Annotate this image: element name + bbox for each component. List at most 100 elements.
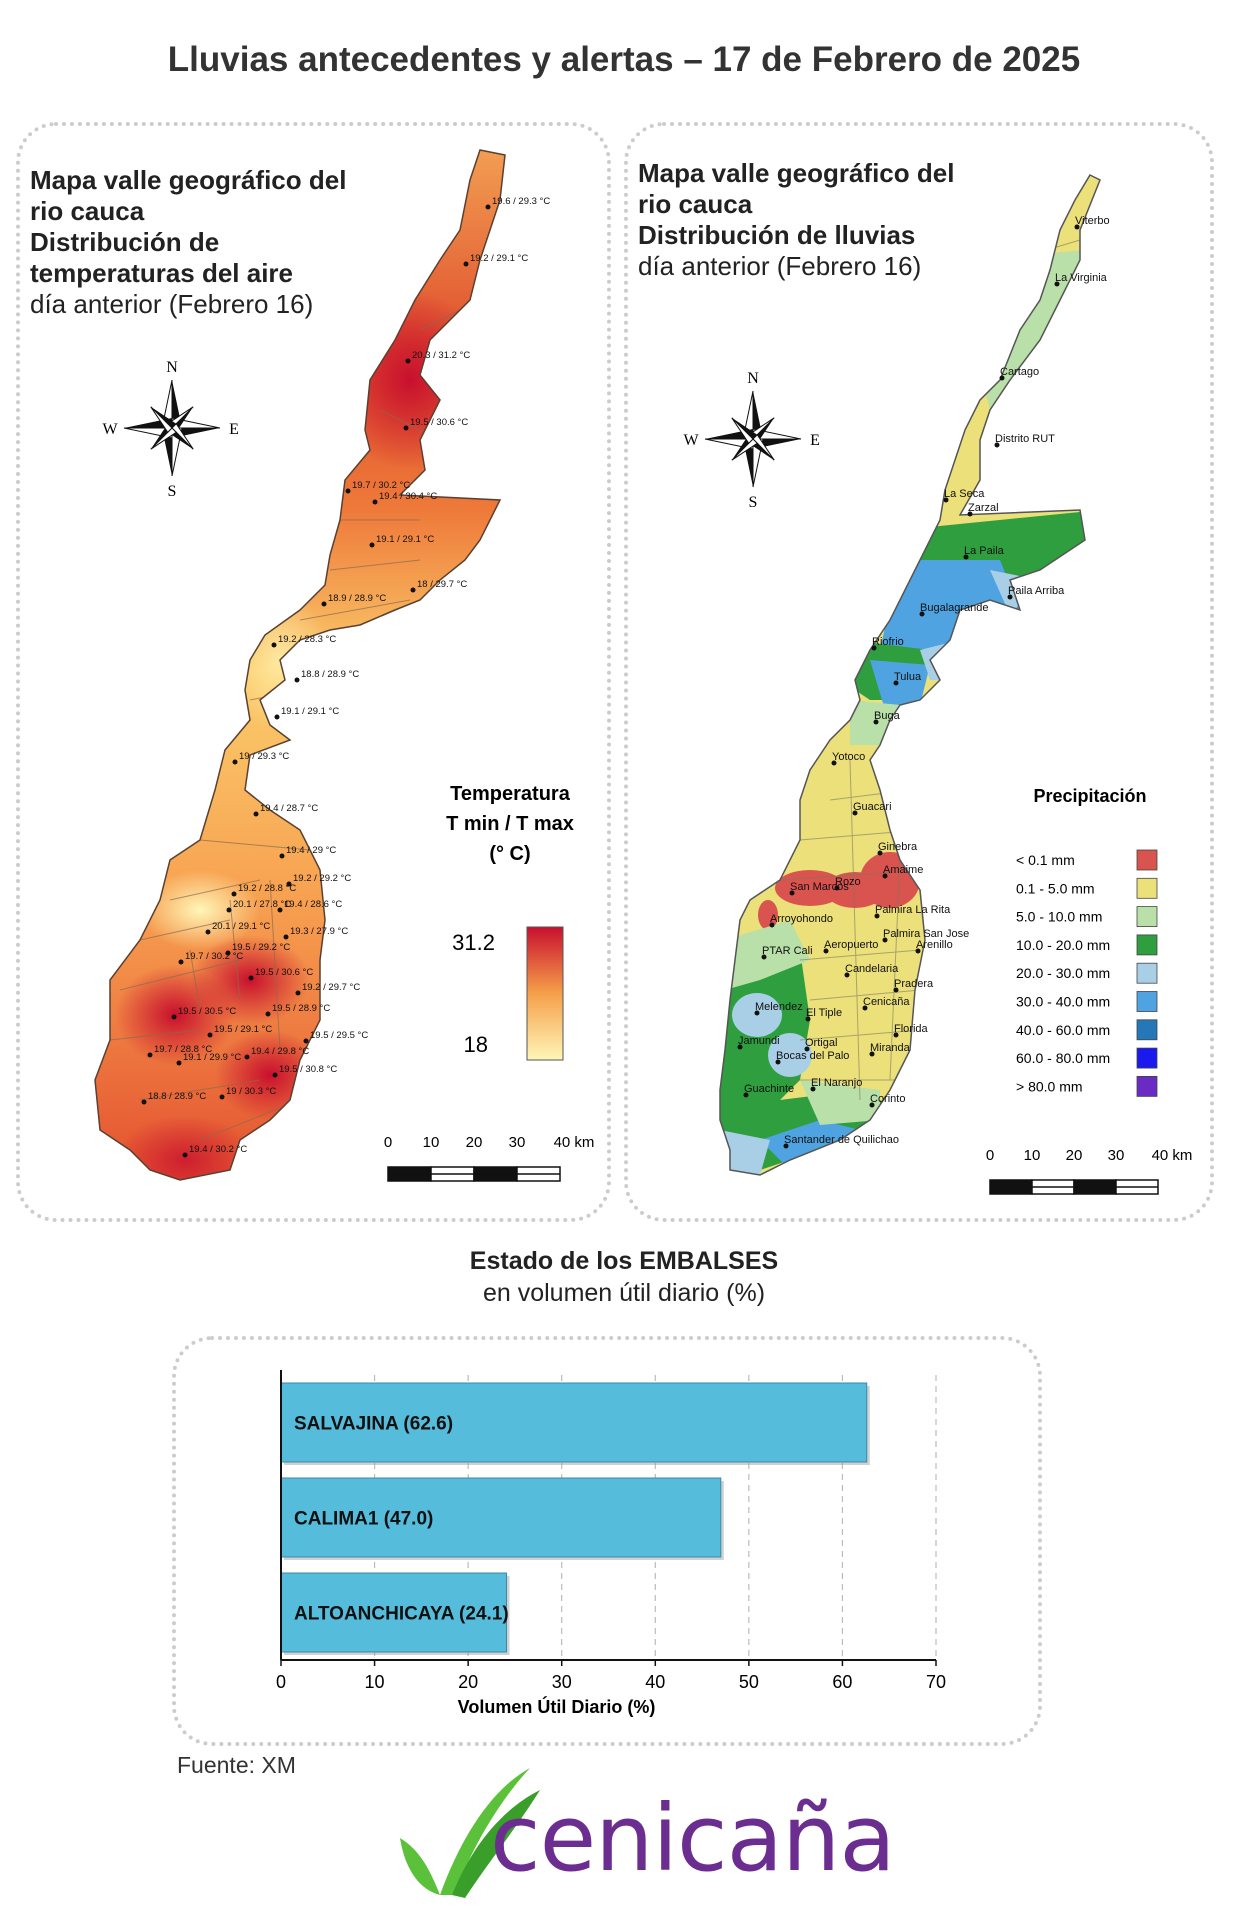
cenicana-leaf-icon: [400, 1768, 540, 1898]
rain-legend-title: Precipitación: [1033, 786, 1146, 806]
rain-legend-label: < 0.1 mm: [1016, 852, 1075, 868]
compass-e: E: [810, 432, 820, 449]
station-label: 19.4 / 30.2 °C: [189, 1144, 247, 1155]
temp-legend-line-3: (° C): [489, 843, 530, 865]
rain-legend-swatch: [1136, 1047, 1158, 1069]
scale-tick: 20: [466, 1134, 483, 1151]
station-dot: [919, 611, 925, 617]
station-label: 19 / 30.3 °C: [226, 1086, 276, 1097]
scale-bar-temperature: 0 10 20 30 40 km: [384, 1134, 594, 1182]
station-label: Miranda: [870, 1042, 911, 1054]
rain-station: La Seca: [943, 488, 985, 503]
temp-legend-bar: [526, 926, 564, 1061]
station-label: 19.5 / 29.2 °C: [232, 942, 290, 953]
station-dot: [789, 890, 795, 896]
scale-tick: 10: [423, 1134, 440, 1151]
station-dot: [225, 950, 231, 956]
temp-legend-line-2: T min / T max: [446, 813, 574, 835]
rain-station: Tulua: [893, 671, 922, 686]
rain-station: Corinto: [869, 1093, 905, 1108]
rain-station: Guachinte: [743, 1083, 794, 1098]
station-label: Melendez: [755, 1001, 803, 1013]
rainfall-stations: Viterbo La Virginia Cartago Distrito RUT La …: [737, 215, 1110, 1149]
station-label: 19.7 / 28.8 °C: [154, 1044, 212, 1055]
station-dot: [882, 873, 888, 879]
station-label: 19.5 / 30.6 °C: [410, 417, 468, 428]
station-label: 19.5 / 30.6 °C: [255, 967, 313, 978]
station-label: 18.8 / 28.9 °C: [148, 1091, 206, 1102]
rain-legend-swatch: [1136, 962, 1158, 984]
temp-station: 19.5 / 30.5 °C: [171, 1006, 236, 1020]
rain-legend-item: < 0.1 mm: [1016, 849, 1158, 871]
rain-station: Ortigal: [804, 1037, 837, 1052]
temp-station: 19.4 / 30.2 °C: [182, 1144, 247, 1158]
station-label: Viterbo: [1075, 215, 1110, 227]
temp-station: 19.5 / 29.2 °C: [225, 942, 290, 956]
rain-legend-item: 0.1 - 5.0 mm: [1016, 877, 1158, 899]
station-dot: [844, 972, 850, 978]
chart-heading: Estado de los EMBALSES en volumen útil d…: [0, 1245, 1248, 1309]
scale-tick: 0: [384, 1134, 392, 1151]
cenicana-logo-text: cenicaña: [490, 1785, 896, 1892]
station-label: Bocas del Palo: [776, 1050, 849, 1062]
x-tick-label: 30: [552, 1672, 572, 1692]
rainfall-map: Viterbo La Virginia Cartago Distrito RUT La …: [719, 174, 1110, 1176]
temp-station: 19.5 / 29.1 °C: [207, 1024, 272, 1038]
station-label: 19.5 / 30.5 °C: [178, 1006, 236, 1017]
station-dot: [265, 1011, 271, 1017]
station-label: 19.2 / 28.8 °C: [238, 883, 296, 894]
station-dot: [775, 1059, 781, 1065]
bar-1: [280, 1477, 722, 1558]
scale-bar-rainfall: 0 10 20 30 40 km: [986, 1147, 1192, 1195]
station-dot: [743, 1092, 749, 1098]
station-label: Palmira San Jose: [883, 928, 969, 940]
station-dot: [271, 642, 277, 648]
station-dot: [967, 511, 973, 517]
station-dot: [141, 1099, 147, 1105]
x-tick-label: 60: [832, 1672, 852, 1692]
station-dot: [994, 442, 1000, 448]
station-label: 19.4 / 29 °C: [286, 845, 336, 856]
x-tick-label: 10: [365, 1672, 385, 1692]
rain-station: Rozo: [834, 876, 861, 891]
station-label: Pradera: [894, 978, 934, 990]
station-label: Candelaria: [845, 963, 899, 975]
station-label: 19.5 / 30.8 °C: [279, 1064, 337, 1075]
station-label: PTAR Cali: [762, 945, 813, 957]
station-dot: [804, 1046, 810, 1052]
rain-legend-swatch: [1136, 1076, 1158, 1097]
temp-station: 19.7 / 28.8 °C: [147, 1044, 212, 1058]
station-label: 18 / 29.7 °C: [417, 579, 467, 590]
station-dot: [403, 425, 409, 431]
temp-station: 19.1 / 29.9 °C: [176, 1052, 241, 1066]
rain-station: Ginebra: [877, 841, 918, 856]
station-dot: [178, 959, 184, 965]
rain-legend-label: 20.0 - 30.0 mm: [1016, 965, 1110, 981]
temp-station: 19.2 / 29.2 °C: [286, 873, 351, 887]
compass-e: E: [229, 421, 239, 438]
rain-station: Aeropuerto: [823, 939, 878, 954]
station-label: Tulua: [894, 671, 922, 683]
rain-station: Cenicaña: [862, 996, 910, 1011]
station-dot: [823, 948, 829, 954]
station-dot: [485, 204, 491, 210]
rain-station: San Marcos: [789, 881, 849, 896]
station-dot: [283, 934, 289, 940]
temp-legend-min: 18: [464, 1032, 488, 1057]
temp-station: 19.1 / 29.1 °C: [369, 534, 434, 548]
rain-station: Buga: [873, 710, 901, 725]
temp-station: 19 / 29.3 °C: [232, 751, 289, 765]
station-dot: [834, 885, 840, 891]
rain-station: Palmira La Rita: [874, 904, 951, 919]
rain-station: Yotoco: [831, 751, 865, 766]
x-tick-label: 70: [926, 1672, 946, 1692]
compass-w: W: [683, 432, 699, 449]
temp-station: 19 / 30.3 °C: [219, 1086, 276, 1100]
station-label: 19.6 / 29.3 °C: [492, 196, 550, 207]
rain-legend-swatch: [1136, 849, 1158, 871]
station-label: El Naranjo: [811, 1077, 862, 1089]
chart-heading-normal: en volumen útil diario (%): [482, 1279, 766, 1307]
rain-station: Candelaria: [844, 963, 899, 978]
x-tick-label: 20: [458, 1672, 478, 1692]
rain-station: Amaime: [882, 864, 923, 879]
